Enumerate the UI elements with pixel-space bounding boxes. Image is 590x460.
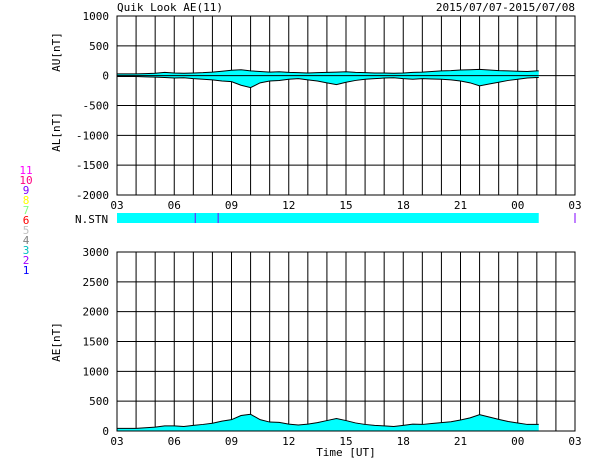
x-tick-label: 12 bbox=[282, 199, 295, 212]
x-tick-label: 18 bbox=[397, 435, 410, 448]
ae-line bbox=[117, 413, 539, 429]
station-legend-number: 7 bbox=[23, 204, 30, 217]
date-range: 2015/07/07-2015/07/08 bbox=[436, 1, 575, 14]
station-count-ticks bbox=[194, 213, 576, 223]
y-tick-label: 1000 bbox=[83, 365, 110, 378]
y-tick-label: 1500 bbox=[83, 336, 110, 349]
al-line bbox=[117, 76, 539, 89]
station-legend-number: 10 bbox=[19, 174, 32, 187]
station-count-label: N.STN bbox=[75, 213, 108, 226]
ae-axis-label: AE[nT] bbox=[50, 322, 63, 362]
y-tick-label: 500 bbox=[89, 40, 109, 53]
y-tick-label: 2500 bbox=[83, 276, 110, 289]
x-axis-title: Time [UT] bbox=[316, 446, 376, 459]
x-tick-label: 21 bbox=[454, 199, 467, 212]
y-tick-label: -1500 bbox=[76, 159, 109, 172]
chart-title: Quik Look AE(11) bbox=[117, 1, 223, 14]
y-tick-label: 3000 bbox=[83, 246, 110, 259]
x-tick-label: 00 bbox=[511, 199, 524, 212]
ae-x-ticks: 03 06 09 12 15 18 21 00 03 bbox=[110, 435, 581, 448]
x-tick-label: 18 bbox=[397, 199, 410, 212]
x-tick-label: 12 bbox=[282, 435, 295, 448]
x-tick-label: 06 bbox=[168, 435, 181, 448]
au-al-grid bbox=[116, 15, 576, 196]
x-tick-label: 09 bbox=[225, 199, 238, 212]
x-tick-label: 00 bbox=[511, 435, 524, 448]
x-tick-label: 03 bbox=[568, 199, 581, 212]
y-tick-label: 2000 bbox=[83, 306, 110, 319]
station-legend-number: 9 bbox=[23, 184, 30, 197]
ae-fill bbox=[117, 414, 539, 431]
station-legend-number: 4 bbox=[23, 234, 30, 247]
au-al-y-ticks: 1000 500 0 -500 -1000 -1500 -2000 bbox=[76, 10, 109, 202]
au-axis-label: AU[nT] bbox=[50, 32, 63, 72]
station-legend-number: 5 bbox=[23, 224, 30, 237]
au-line bbox=[117, 68, 539, 75]
ae-frame bbox=[116, 251, 576, 432]
x-tick-label: 06 bbox=[168, 199, 181, 212]
x-tick-label: 15 bbox=[339, 199, 352, 212]
y-tick-label: 0 bbox=[102, 425, 109, 438]
au-al-frame bbox=[116, 15, 576, 196]
station-legend-number: 11 bbox=[19, 164, 32, 177]
station-legend-number: 1 bbox=[23, 264, 30, 277]
ae-grid bbox=[116, 251, 576, 432]
au-al-x-ticks: 03 06 09 12 15 18 21 00 03 bbox=[110, 199, 581, 212]
ae-y-ticks: 3000 2500 2000 1500 1000 500 0 bbox=[83, 246, 110, 438]
al-axis-label: AL[nT] bbox=[50, 112, 63, 152]
x-tick-label: 03 bbox=[110, 199, 123, 212]
station-legend-number: 6 bbox=[23, 214, 30, 227]
station-count-fill bbox=[117, 213, 539, 223]
au-al-fill bbox=[117, 69, 539, 88]
station-count-bar: N.STN bbox=[75, 213, 576, 226]
station-legend-number: 2 bbox=[23, 254, 30, 267]
x-tick-label: 03 bbox=[568, 435, 581, 448]
y-tick-label: -1000 bbox=[76, 129, 109, 142]
station-legend-number: 8 bbox=[23, 194, 30, 207]
y-tick-label: 1000 bbox=[83, 10, 110, 23]
station-legend-number: 3 bbox=[23, 244, 30, 257]
y-tick-label: -500 bbox=[83, 100, 110, 113]
au-al-panel: 1000 500 0 -500 -1000 -1500 -2000 03 06 09 12 15 18… bbox=[50, 10, 582, 212]
x-tick-label: 09 bbox=[225, 435, 238, 448]
x-tick-label: 03 bbox=[110, 435, 123, 448]
y-tick-label: -2000 bbox=[76, 189, 109, 202]
x-tick-label: 21 bbox=[454, 435, 467, 448]
y-tick-label: 500 bbox=[89, 395, 109, 408]
y-tick-label: 0 bbox=[102, 70, 109, 83]
x-tick-label: 15 bbox=[339, 435, 352, 448]
